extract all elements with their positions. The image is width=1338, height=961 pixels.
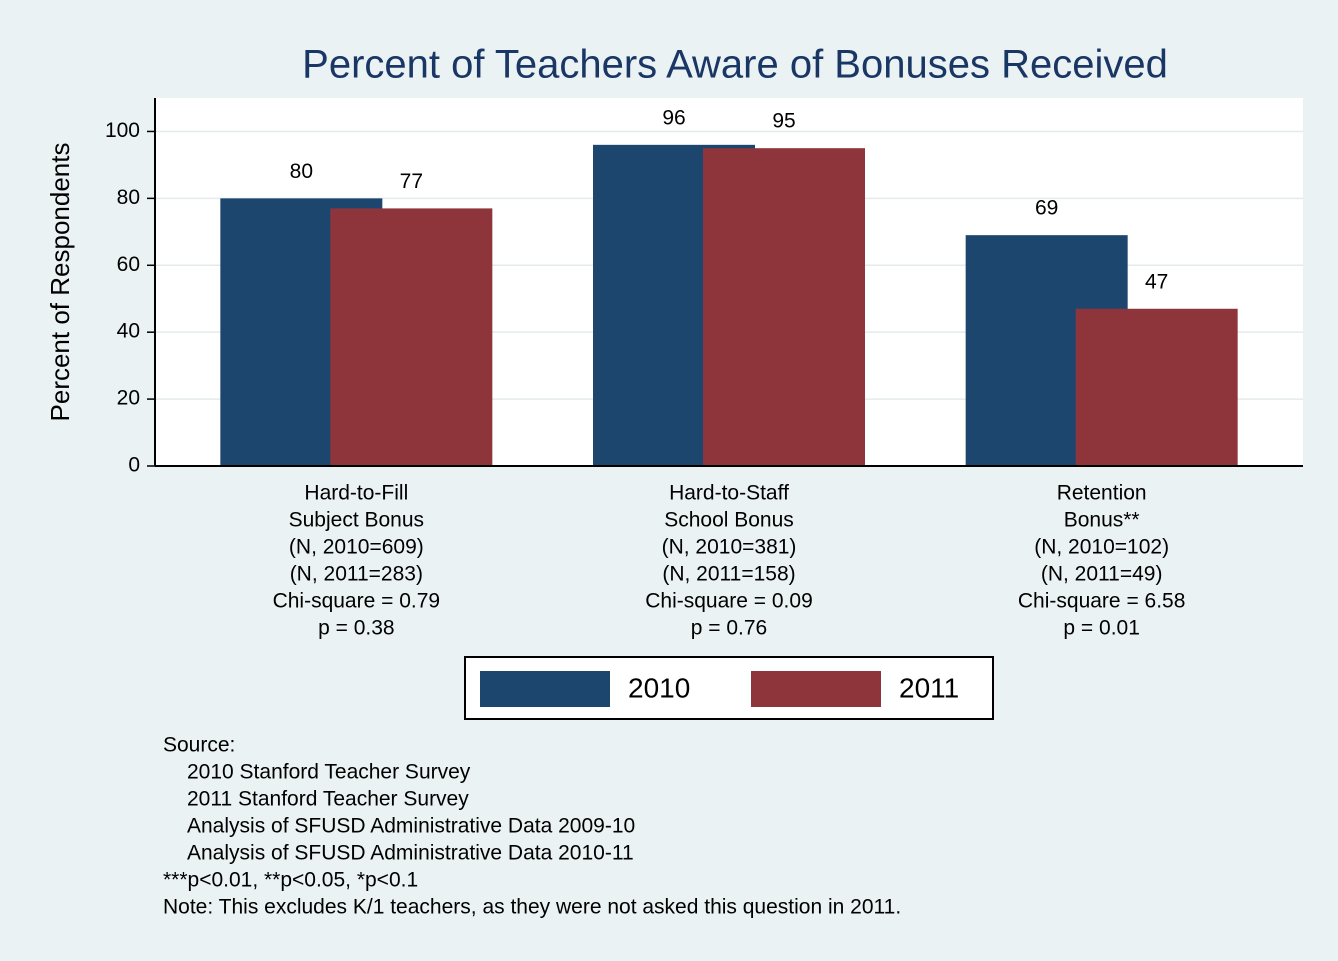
legend-swatch bbox=[480, 671, 610, 707]
x-tick-label: (N, 2010=102) bbox=[1034, 536, 1169, 559]
bar bbox=[1075, 308, 1238, 466]
source-item: Analysis of SFUSD Administrative Data 20… bbox=[187, 842, 634, 865]
x-tick-label: Retention bbox=[1057, 482, 1147, 505]
bar bbox=[703, 148, 865, 466]
x-tick-label: Chi-square = 0.79 bbox=[273, 590, 441, 613]
data-label: 69 bbox=[1035, 197, 1058, 220]
bar bbox=[330, 208, 493, 466]
x-tick-label: p = 0.76 bbox=[691, 617, 767, 640]
data-label: 96 bbox=[662, 106, 685, 129]
x-tick-label: Hard-to-Staff bbox=[669, 482, 789, 505]
chart-title: Percent of Teachers Aware of Bonuses Rec… bbox=[302, 43, 1168, 87]
x-tick-label: p = 0.01 bbox=[1063, 617, 1139, 640]
x-tick-label: Subject Bonus bbox=[289, 509, 424, 532]
legend-label: 2010 bbox=[628, 672, 690, 703]
footnote: ***p<0.01, **p<0.05, *p<0.1 bbox=[163, 869, 418, 892]
y-axis-label: Percent of Respondents bbox=[45, 143, 75, 422]
data-label: 95 bbox=[772, 110, 795, 133]
source-label: Source: bbox=[163, 734, 235, 757]
data-label: 80 bbox=[290, 160, 313, 183]
footnote: Note: This excludes K/1 teachers, as the… bbox=[163, 896, 901, 919]
x-tick-label: (N, 2011=49) bbox=[1041, 563, 1163, 586]
x-tick-label: Chi-square = 0.09 bbox=[645, 590, 813, 613]
y-tick-label: 80 bbox=[117, 186, 140, 209]
x-tick-label: (N, 2011=283) bbox=[290, 563, 423, 586]
legend-swatch bbox=[751, 671, 881, 707]
x-tick-label: p = 0.38 bbox=[318, 617, 394, 640]
y-tick-label: 40 bbox=[117, 320, 140, 343]
x-tick-label: School Bonus bbox=[664, 509, 794, 532]
legend-label: 2011 bbox=[899, 672, 959, 703]
y-tick-label: 20 bbox=[117, 387, 140, 410]
y-tick-label: 60 bbox=[117, 253, 140, 276]
x-tick-label: Bonus** bbox=[1064, 509, 1140, 532]
source-item: 2010 Stanford Teacher Survey bbox=[187, 761, 471, 784]
x-tick-label: (N, 2010=381) bbox=[662, 536, 797, 559]
source-item: Analysis of SFUSD Administrative Data 20… bbox=[187, 815, 635, 838]
x-tick-label: (N, 2011=158) bbox=[662, 563, 795, 586]
x-tick-label: Hard-to-Fill bbox=[304, 482, 408, 505]
x-tick-label: (N, 2010=609) bbox=[289, 536, 424, 559]
y-tick-label: 100 bbox=[105, 119, 140, 142]
source-item: 2011 Stanford Teacher Survey bbox=[187, 788, 469, 811]
x-tick-label: Chi-square = 6.58 bbox=[1018, 590, 1186, 613]
y-tick-label: 0 bbox=[128, 454, 140, 477]
data-label: 77 bbox=[400, 170, 423, 193]
data-label: 47 bbox=[1145, 270, 1168, 293]
